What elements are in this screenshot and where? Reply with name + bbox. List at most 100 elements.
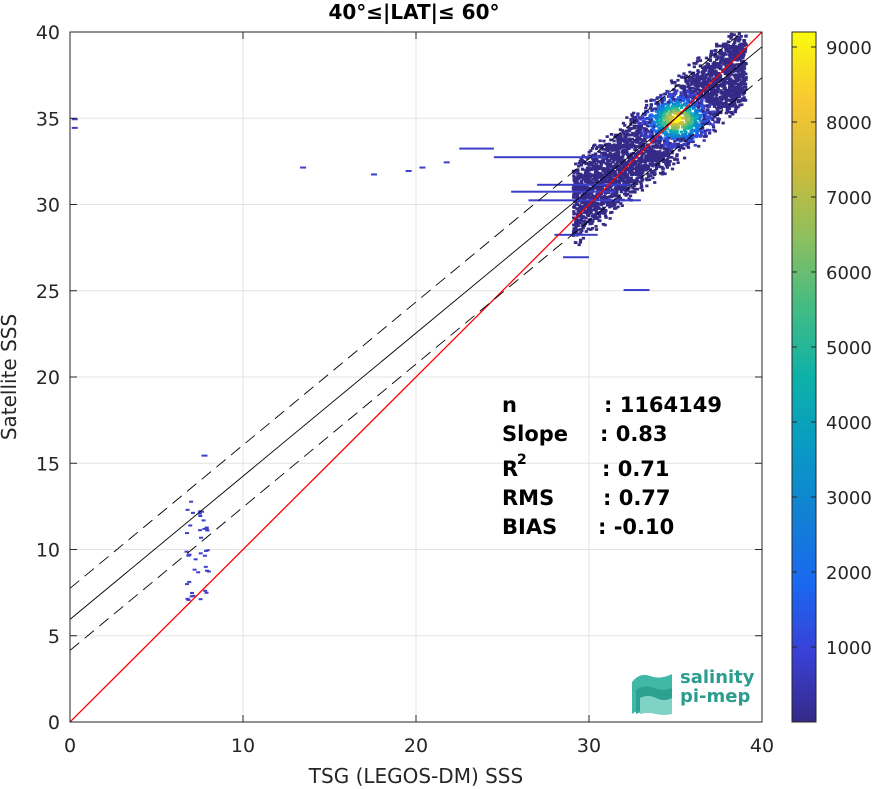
density-cell [664,102,669,106]
density-cell [604,216,608,219]
density-cell [736,100,741,104]
density-cell [714,65,718,69]
density-cell [736,94,740,98]
density-cell [580,229,584,233]
density-cell [612,158,617,161]
density-cell [708,74,712,78]
density-cell [630,114,634,118]
density-cell [695,129,699,133]
density-cell [611,177,615,181]
density-cell [726,40,730,44]
density-cell [579,231,583,235]
density-cell [670,81,674,85]
density-cell [578,204,582,207]
density-cell [580,201,584,204]
density-cell [681,137,685,141]
density-cell [692,96,696,99]
density-point [198,529,203,532]
density-cell [698,64,702,68]
density-cell [690,131,694,135]
density-cell [660,136,664,140]
density-cell [684,112,688,116]
density-cell [659,114,664,118]
density-cell [675,153,679,156]
density-point [71,126,78,129]
density-cell [733,85,737,89]
density-cell [599,181,603,185]
density-cell [607,168,611,171]
density-cell [716,56,720,60]
density-cell [731,47,736,50]
density-cell [574,186,578,190]
colorbar-ticks: 1000 2000 3000 4000 5000 6000 7000 8000 9000 [792,38,872,659]
density-cell [715,112,719,116]
density-cell [649,106,653,110]
density-cell [616,138,620,142]
density-cell [601,160,605,164]
density-cell [734,76,738,80]
density-cell [686,142,691,145]
density-cell [714,74,718,78]
density-cell [598,188,602,191]
density-cell [655,161,659,165]
density-cell [596,204,600,207]
density-cell [696,70,700,74]
density-cell [584,196,588,199]
density-cell [668,113,672,116]
density-cell [705,104,709,108]
density-cell [572,216,576,220]
density-cell [641,160,645,164]
density-cell [658,95,663,99]
density-cell [650,132,654,136]
density-cell [727,86,732,89]
density-cell [656,139,660,143]
density-cell [709,90,714,94]
density-cell [639,121,643,125]
density-cell [739,34,743,38]
y-tick-label: 15 [36,453,60,475]
density-cell [689,80,694,83]
density-cell [629,176,633,180]
density-cell [579,157,584,161]
density-cell [704,87,708,91]
density-cell [656,102,660,106]
density-cell [712,103,716,106]
density-cell [662,147,666,151]
density-cell [608,147,612,151]
density-point [204,528,209,531]
density-cell [578,206,583,209]
density-cell [734,73,739,77]
density-cell [704,111,708,115]
density-cell [586,200,591,204]
density-cell [610,156,614,160]
density-cell [720,95,724,99]
density-cell [610,171,614,175]
density-cell [679,94,683,98]
density-cell [665,164,669,168]
density-cell [678,84,682,88]
density-cell [727,92,732,95]
density-cell [577,164,581,168]
density-point [185,508,190,511]
density-cell [692,61,696,65]
density-cell [642,146,646,150]
density-cell [694,84,699,87]
density-point [191,594,196,597]
density-cell [651,164,655,168]
density-cell [576,212,580,216]
density-cell [675,126,679,129]
density-cell [618,170,622,174]
density-cell [663,158,667,162]
identity-line [70,32,762,722]
density-cell [581,226,585,230]
density-cell [721,55,725,59]
density-cell [594,224,598,228]
density-cell [574,168,578,172]
chart-title: 40°≤|LAT|≤ 60° [328,0,499,24]
density-cell [576,194,580,197]
density-cell [732,96,737,100]
density-cell [719,78,723,82]
density-cell [714,85,718,88]
density-cell [666,90,670,94]
density-cell [731,56,735,60]
